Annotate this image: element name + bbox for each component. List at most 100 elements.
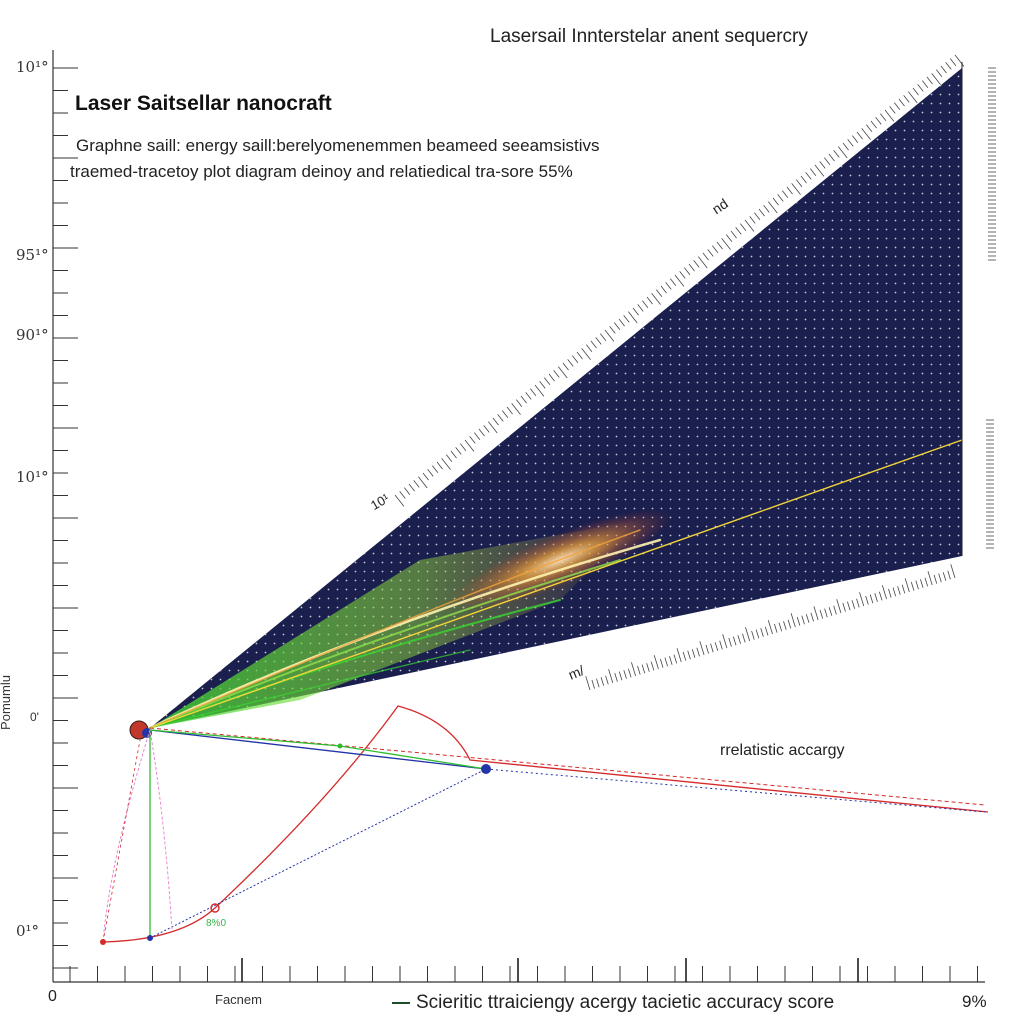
- upper-scale-tick: [586, 344, 593, 352]
- upper-scale-tick: [483, 425, 490, 433]
- green-node: [337, 743, 343, 749]
- upper-scale-tick: [455, 447, 462, 455]
- upper-scale-tick: [814, 164, 825, 177]
- upper-scale-tick: [432, 465, 439, 473]
- upper-scale-tick: [404, 487, 411, 495]
- upper-scale-tick: [567, 359, 574, 367]
- lower-scale-tick: [691, 649, 696, 658]
- upper-scale-tick: [926, 76, 933, 85]
- lower-scale-tick: [813, 606, 819, 621]
- upper-scale-tick: [870, 120, 877, 129]
- lower-scale-tick: [824, 608, 828, 618]
- lower-scale-tick: [600, 677, 605, 686]
- upper-scale-tick: [492, 417, 499, 426]
- right-edge-scale: [961, 62, 996, 556]
- upper-scale-tick: [576, 351, 583, 360]
- lower-scale-tick: [714, 642, 719, 651]
- upper-scale-tick: [497, 414, 504, 422]
- upper-scale-tick: [866, 124, 873, 132]
- upper-scale-tick: [856, 131, 863, 140]
- lower-edge-scale: [585, 564, 956, 691]
- upper-scale-tick: [936, 69, 943, 77]
- upper-scale-tick: [852, 135, 859, 143]
- lower-scale-tick: [687, 650, 691, 660]
- lower-scale-tick: [881, 585, 887, 600]
- upper-scale-tick: [842, 142, 849, 151]
- y-axis-ticks: [53, 67, 78, 969]
- upper-scale-tick: [544, 377, 551, 385]
- lower-scale-tick: [783, 621, 787, 630]
- lower-scale-tick: [874, 593, 878, 602]
- legend-swatch: [392, 1001, 410, 1004]
- lower-scale-tick: [591, 679, 595, 689]
- upper-scale-tick: [707, 249, 714, 257]
- upper-scale-tick: [782, 190, 789, 198]
- lower-scale-tick: [774, 623, 778, 633]
- diagram-title: Lasersail Innterstelar anent sequercry: [490, 26, 808, 47]
- lower-scale-tick: [805, 614, 810, 623]
- upper-scale-tick: [511, 403, 521, 415]
- upper-scale-tick: [824, 157, 831, 165]
- lower-scale-tick: [950, 564, 956, 579]
- y-tick-label: 90¹°: [16, 326, 49, 344]
- upper-scale-tick: [525, 392, 532, 400]
- lower-scale-tick: [878, 591, 883, 601]
- trajectory-curves: [102, 705, 989, 943]
- upper-scale-tick: [436, 461, 443, 470]
- upper-scale-tick: [716, 241, 723, 250]
- upper-scale-tick: [418, 476, 428, 489]
- upper-scale-tick: [408, 483, 415, 492]
- lower-scale-tick: [924, 577, 929, 587]
- lower-scale-tick: [737, 635, 741, 644]
- upper-scale-tick: [427, 469, 434, 477]
- upper-scale-tick: [908, 91, 918, 104]
- relativistic-annotation: rrelatistic accargy: [720, 742, 845, 759]
- lower-scale-tick: [787, 619, 792, 629]
- lower-scale-tick: [910, 581, 915, 591]
- upper-scale-tick: [604, 329, 615, 342]
- lower-scale-tick: [653, 655, 659, 670]
- upper-scale-tick: [478, 428, 485, 437]
- lower-scale-tick: [819, 609, 824, 619]
- lower-scale-tick: [856, 598, 860, 608]
- lower-scale-tick: [710, 643, 714, 653]
- upper-scale-tick: [646, 296, 653, 305]
- upper-scale-tick: [422, 472, 429, 481]
- upper-scale-tick: [516, 399, 523, 407]
- lower-scale-tick: [755, 629, 760, 639]
- subtitle-line-1: Graphne saill: energy saill:berelyomenem…: [76, 136, 600, 155]
- lower-scale-tick: [623, 670, 627, 679]
- upper-scale-tick: [740, 223, 747, 231]
- upper-scale-tick: [880, 113, 887, 121]
- upper-scale-tick: [805, 172, 812, 180]
- upper-scale-tick: [712, 245, 719, 253]
- upper-scale-tick: [600, 333, 607, 341]
- upper-scale-tick: [590, 340, 597, 349]
- upper-scale-tick: [628, 311, 638, 324]
- upper-scale-tick: [875, 117, 882, 125]
- upper-scale-tick: [656, 289, 663, 297]
- upper-scale-tick: [922, 80, 929, 88]
- x-axis-ticks: [69, 958, 978, 982]
- lower-scale-tick: [669, 656, 673, 665]
- upper-scale-tick: [469, 436, 476, 444]
- lower-scale-tick: [942, 572, 947, 581]
- lower-scale-tick: [664, 657, 668, 667]
- start-point: [100, 939, 106, 945]
- upper-scale-tick: [726, 234, 733, 242]
- lower-scale-tick: [673, 654, 678, 664]
- upper-scale-tick: [558, 366, 568, 379]
- upper-scale-tick: [651, 293, 661, 305]
- upper-scale-tick: [488, 421, 498, 434]
- upper-scale-tick: [623, 315, 630, 323]
- upper-scale-tick: [945, 62, 952, 70]
- upper-scale-tick: [642, 300, 649, 308]
- pink-trajectory: [102, 729, 173, 943]
- upper-scale-tick: [828, 153, 835, 162]
- lower-scale-tick: [585, 676, 591, 691]
- lower-scale-tick: [915, 580, 919, 590]
- lower-scale-tick: [927, 571, 933, 586]
- upper-scale-tick: [441, 458, 451, 470]
